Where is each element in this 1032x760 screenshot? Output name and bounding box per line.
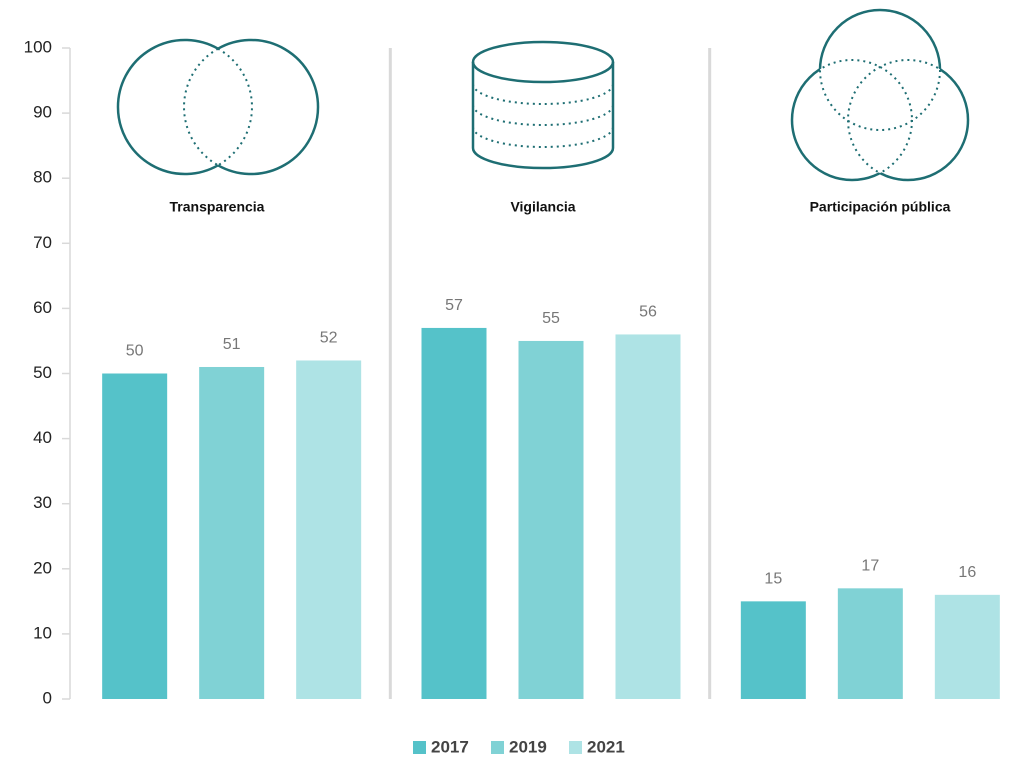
- bar: [296, 360, 362, 699]
- y-tick-label: 50: [33, 363, 52, 382]
- value-label: 50: [126, 343, 144, 360]
- bar: [421, 327, 487, 699]
- legend-label: 2019: [509, 737, 547, 756]
- y-tick-label: 0: [43, 688, 52, 707]
- value-label: 55: [542, 310, 560, 327]
- y-tick-label: 20: [33, 558, 52, 577]
- value-label: 56: [639, 304, 657, 321]
- y-tick-label: 60: [33, 298, 52, 317]
- value-label: 15: [764, 571, 782, 588]
- bar: [934, 594, 1000, 699]
- value-label: 51: [223, 336, 241, 353]
- bar: [518, 340, 584, 699]
- category-label: Participación pública: [810, 199, 951, 215]
- icon-participation: [790, 8, 970, 182]
- value-label: 52: [320, 330, 338, 347]
- value-label: 17: [861, 558, 879, 575]
- bar: [199, 366, 265, 699]
- y-tick-label: 90: [33, 103, 52, 122]
- category-label: Vigilancia: [510, 199, 575, 215]
- bar: [102, 373, 168, 699]
- bar: [740, 601, 806, 699]
- y-tick-label: 70: [33, 233, 52, 252]
- y-tick-label: 80: [33, 168, 52, 187]
- icon-surveillance: [471, 40, 615, 170]
- y-tick-label: 10: [33, 623, 52, 642]
- bar: [837, 588, 903, 699]
- legend-swatch: [569, 741, 582, 754]
- y-tick-label: 30: [33, 493, 52, 512]
- value-label: 16: [958, 564, 976, 581]
- legend-label: 2017: [431, 737, 469, 756]
- category-label: Transparencia: [170, 199, 265, 215]
- bar: [615, 334, 681, 699]
- icon-transparency: [116, 38, 320, 176]
- y-tick-label: 100: [24, 37, 52, 56]
- legend-label: 2021: [587, 737, 625, 756]
- legend-swatch: [491, 741, 504, 754]
- legend-swatch: [413, 741, 426, 754]
- value-label: 57: [445, 297, 463, 314]
- y-tick-label: 40: [33, 428, 52, 447]
